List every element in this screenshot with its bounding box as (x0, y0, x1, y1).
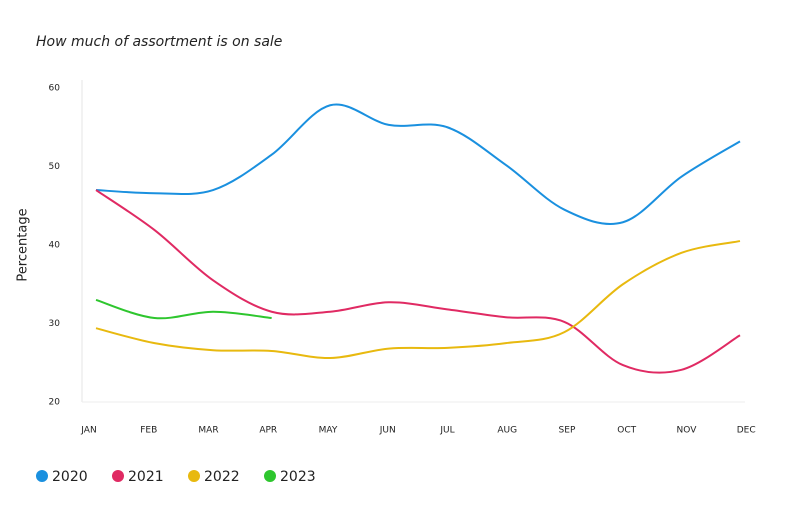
y-tick-label: 30 (49, 319, 61, 329)
x-tick-label: SEP (559, 426, 576, 436)
legend-label: 2022 (204, 469, 240, 485)
legend-label: 2020 (52, 469, 88, 485)
legend-marker (188, 470, 200, 482)
x-tick-label: JAN (80, 426, 96, 436)
x-tick-label: JUN (379, 426, 396, 436)
y-tick-label: 50 (49, 162, 61, 172)
x-tick-label: MAY (319, 426, 338, 436)
x-tick-label: NOV (677, 426, 698, 436)
x-tick-label: DEC (737, 426, 756, 436)
legend-marker (36, 470, 48, 482)
line-series (95, 298, 272, 320)
legend-label: 2021 (128, 469, 164, 485)
legend-marker (264, 470, 276, 482)
x-tick-label: JUL (439, 426, 454, 436)
chart-title: How much of assortment is on sale (36, 34, 282, 50)
y-tick-label: 40 (49, 241, 61, 251)
x-tick-label: AUG (497, 426, 517, 436)
legend-label: 2023 (280, 469, 316, 485)
line-series (95, 240, 741, 360)
line-series (95, 103, 741, 225)
x-tick-label: FEB (140, 426, 157, 436)
line-series (95, 189, 741, 374)
legend-marker (112, 470, 124, 482)
x-tick-label: MAR (198, 426, 218, 436)
y-tick-label: 60 (49, 84, 61, 94)
y-axis-title: Percentage (16, 208, 31, 281)
x-tick-label: APR (259, 426, 277, 436)
x-tick-label: OCT (617, 426, 636, 436)
y-tick-label: 20 (49, 398, 61, 408)
